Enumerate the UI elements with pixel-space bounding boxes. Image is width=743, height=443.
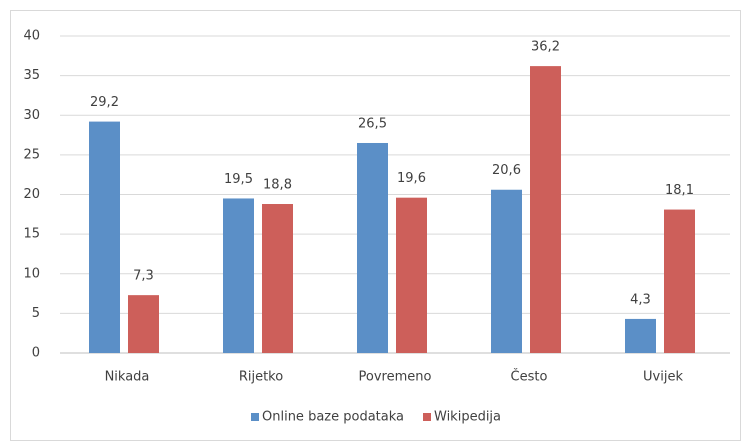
data-label: 7,3 (133, 269, 154, 284)
legend-swatch (251, 413, 259, 421)
bar (128, 295, 159, 353)
y-tick-label: 20 (23, 187, 40, 202)
legend-label: Wikipedija (434, 410, 501, 425)
x-tick-label: Uvijek (643, 370, 683, 385)
data-label: 19,6 (397, 171, 426, 186)
bar (664, 209, 695, 353)
data-label: 4,3 (630, 292, 651, 307)
y-tick-label: 35 (23, 68, 40, 83)
data-label: 26,5 (358, 116, 387, 131)
y-tick-label: 15 (23, 227, 40, 242)
y-tick-label: 30 (23, 108, 40, 123)
x-tick-label: Rijetko (239, 370, 283, 385)
bar (491, 189, 522, 353)
data-label: 18,1 (665, 183, 694, 198)
bar (357, 142, 388, 353)
y-tick-label: 25 (23, 147, 40, 162)
x-tick-label: Povremeno (359, 370, 432, 385)
bar (262, 204, 293, 353)
y-tick-label: 0 (32, 346, 40, 361)
data-label: 18,8 (263, 178, 292, 193)
bar (625, 318, 656, 353)
y-tick-label: 10 (23, 266, 40, 281)
y-tick-label: 5 (32, 306, 40, 321)
x-tick-label: Nikada (105, 370, 150, 385)
data-label: 29,2 (90, 95, 119, 110)
bar (396, 197, 427, 353)
x-tick-label: Često (511, 369, 548, 385)
data-label: 19,5 (224, 172, 253, 187)
bar (89, 121, 120, 353)
y-tick-label: 40 (23, 29, 40, 44)
bar (223, 198, 254, 353)
bar (530, 66, 561, 354)
data-label: 20,6 (492, 163, 521, 178)
legend-swatch (423, 413, 431, 421)
data-label: 36,2 (531, 40, 560, 55)
legend-label: Online baze podataka (262, 410, 404, 425)
